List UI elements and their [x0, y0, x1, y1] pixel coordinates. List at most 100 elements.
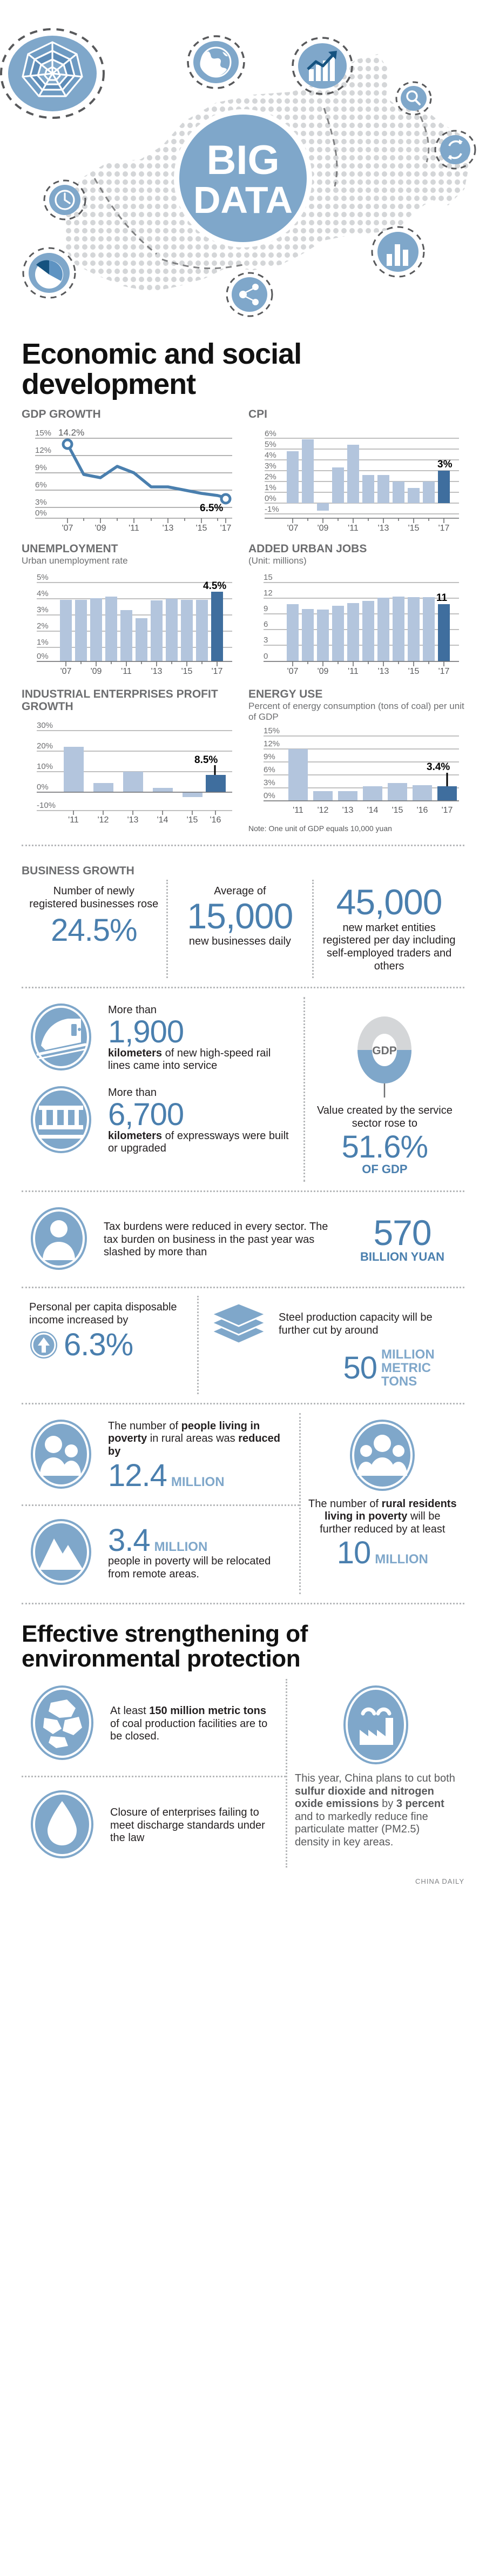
unemployment-highlight-label: 4.5% — [203, 580, 226, 592]
chart-plot-area: 15% 12% 9% 6% 3% 0% 14.2% 6.5% — [22, 423, 238, 534]
business-growth-item-1: Number of newly registered businesses ro… — [22, 880, 168, 979]
svg-text:0: 0 — [264, 652, 268, 661]
svg-text:-1%: -1% — [265, 505, 279, 514]
service-sector-value: 51.6% — [341, 1129, 428, 1165]
bars — [287, 596, 435, 661]
infographic-page: BIG DATA Economic and social development… — [0, 28, 486, 1885]
chart-plot-area: 6% 5% 4% 3% 2% 1% 0% -1% — [248, 423, 464, 534]
svg-text:6%: 6% — [265, 429, 276, 438]
credit-line: CHINA DAILY — [415, 1877, 464, 1885]
bar-highlight — [438, 604, 450, 661]
infrastructure-band: More than 1,900 kilometers of new high-s… — [0, 997, 486, 1182]
poverty-reduced-unit: MILLION — [171, 1474, 225, 1489]
svg-text:15%: 15% — [35, 429, 51, 438]
service-sector-unit: OF GDP — [362, 1162, 408, 1176]
high-speed-train-icon — [22, 997, 100, 1080]
poverty-further-pre: The number of — [308, 1497, 382, 1510]
y-tick-labels: 6% 5% 4% 3%2% 1% 0% -1% — [265, 429, 279, 514]
svg-text:0%: 0% — [264, 791, 275, 800]
steel-value: 50 — [343, 1350, 377, 1386]
poverty-further-value-row: 10 MILLION — [308, 1537, 457, 1569]
svg-text:'11: '11 — [129, 524, 139, 531]
expressway-post-line: kilometers of expressways were built or … — [108, 1130, 296, 1155]
svg-text:6%: 6% — [264, 765, 275, 774]
svg-text:'11: '11 — [68, 815, 79, 824]
svg-text:0%: 0% — [37, 782, 49, 792]
divider — [22, 1504, 299, 1506]
x-tick-labels: '07 '09 '11 '13 '15 '17 — [287, 524, 450, 533]
svg-text:6: 6 — [264, 620, 268, 629]
svg-text:'15: '15 — [408, 667, 420, 676]
svg-text:0%: 0% — [37, 652, 49, 661]
business-growth-row: Number of newly registered businesses ro… — [22, 880, 464, 979]
svg-text:3%: 3% — [265, 461, 276, 471]
svg-text:3: 3 — [264, 635, 268, 645]
big-data-badge: BIG DATA — [174, 109, 312, 247]
tax-value: 570 — [373, 1212, 431, 1253]
coal-lump-icon — [22, 1679, 103, 1769]
bar-highlight — [437, 786, 457, 801]
search-icon — [395, 81, 432, 116]
steel-inner-row: Steel production capacity will be furthe… — [206, 1301, 457, 1348]
steel-text: Steel production capacity will be furthe… — [279, 1312, 433, 1336]
svg-text:'15: '15 — [196, 524, 207, 531]
svg-text:'12: '12 — [318, 806, 329, 815]
svg-text:6%: 6% — [35, 480, 47, 490]
section-title-environment: Effective strengthening of environmental… — [22, 1620, 308, 1672]
x-ticks — [292, 661, 444, 666]
svg-text:'13: '13 — [342, 806, 354, 815]
coal-bold1: 150 million metric tons — [149, 1705, 266, 1717]
business-growth-item-3: 45,000 new market entities registered pe… — [314, 880, 464, 978]
jobs-bar-svg: 15 12 9 6 3 0 — [264, 573, 459, 676]
svg-text:'11: '11 — [348, 667, 359, 676]
cpi-highlight-label: 3% — [437, 459, 453, 470]
svg-text:3%: 3% — [35, 498, 47, 507]
discharge-text: Closure of enterprises failing to meet d… — [103, 1801, 286, 1850]
poverty-relocate-unit: MILLION — [154, 1539, 208, 1554]
emissions-pre: This year, China plans to cut both — [295, 1772, 455, 1784]
y-tick-labels: 30% 20% 10% 0% -10% — [37, 721, 56, 810]
svg-text:12: 12 — [264, 588, 273, 598]
y-tick-labels: 15% 12% 9% 6% 3% 0% — [264, 726, 280, 800]
svg-text:'15: '15 — [181, 667, 193, 676]
svg-text:3%: 3% — [264, 778, 275, 787]
chart-title: ENERGY USE — [248, 687, 323, 700]
item-after: new market entities registered per day i… — [322, 921, 456, 972]
poverty-relocate-text: 3.4 MILLION people in poverty will be re… — [100, 1520, 299, 1587]
x-ticks — [292, 518, 444, 523]
steel-value-row: 50 MILLION METRIC TONS — [206, 1348, 457, 1389]
section-heading-business-growth: BUSINESS GROWTH — [22, 865, 134, 878]
coal-item: At least 150 million metric tons of coal… — [22, 1679, 286, 1769]
charts-grid: GDP GROWTH 15% 12% 9% 6% — [0, 403, 486, 836]
poverty-further-mid: will be further reduced by at least — [320, 1510, 446, 1535]
svg-text:'13: '13 — [378, 667, 389, 676]
chart-plot-area: 30% 20% 10% 0% -10% 8.5% — [22, 715, 238, 826]
income-text: Personal per capita disposable income in… — [29, 1301, 177, 1326]
tax-row: Tax burdens were reduced in every sector… — [22, 1201, 464, 1279]
svg-text:5%: 5% — [265, 440, 276, 449]
svg-text:'11: '11 — [348, 524, 359, 531]
chart-plot-area: 5% 4% 3% 2% 1% 0% — [22, 568, 238, 679]
y-tick-labels: 5% 4% 3% 2% 1% 0% — [37, 573, 49, 661]
chart-gdp-growth: GDP GROWTH 15% 12% 9% 6% — [16, 403, 243, 537]
coal-text: At least 150 million metric tons of coal… — [103, 1700, 286, 1749]
bar-chart-trend-icon — [292, 37, 353, 95]
poverty-row: The number of people living in poverty i… — [22, 1413, 464, 1594]
industrial-bar-svg: 30% 20% 10% 0% -10% 8.5% — [37, 721, 232, 825]
steel-unit: MILLION METRIC TONS — [381, 1347, 435, 1389]
jobs-highlight-label: 11 — [436, 592, 448, 604]
svg-text:'15: '15 — [187, 815, 198, 824]
y-tick-labels: 15% 12% 9% 6% 3% 0% — [35, 429, 51, 518]
emissions-bold1: sulfur dioxide and nitrogen oxide emissi… — [295, 1785, 434, 1810]
poverty-further-item: The number of rural residents living in … — [301, 1413, 464, 1594]
environment-left-col: At least 150 million metric tons of coal… — [22, 1678, 287, 1868]
poverty-relocate-description: people in poverty will be relocated from… — [108, 1555, 271, 1580]
gridlines — [35, 438, 232, 519]
svg-text:10%: 10% — [37, 762, 53, 771]
svg-text:'13: '13 — [378, 524, 389, 531]
svg-text:12%: 12% — [35, 446, 51, 455]
item-label: Number of newly registered businesses ro… — [29, 885, 159, 910]
x-tick-labels: '11 '12 '13 '14 '15 '16 — [68, 815, 221, 825]
divider — [22, 1775, 286, 1777]
rail-post-line: kilometers of new high-speed rail lines … — [108, 1047, 296, 1073]
